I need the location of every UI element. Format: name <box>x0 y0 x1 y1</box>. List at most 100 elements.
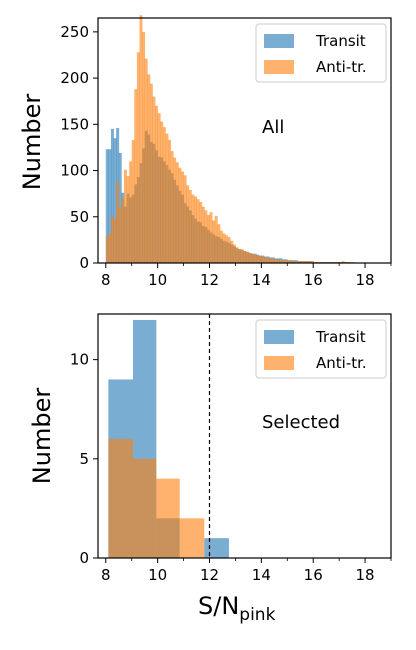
top-bar-antitr <box>243 250 247 263</box>
top-bar-antitr <box>222 233 226 263</box>
top-legend-label-antitr: Anti-tr. <box>316 58 367 76</box>
top-bar-antitr <box>292 261 296 263</box>
top-bar-antitr <box>196 199 200 263</box>
top-bar-antitr <box>302 261 306 263</box>
top-bar-antitr <box>289 260 293 263</box>
top-plot-frame <box>97 17 392 264</box>
top-bar-antitr <box>245 251 249 263</box>
top-bar-antitr <box>287 260 291 263</box>
top-bar-antitr <box>186 185 190 263</box>
top-legend: Transit Anti-tr. <box>255 23 387 83</box>
top-bar-antitr <box>144 58 148 264</box>
top-bar-antitr <box>178 167 182 263</box>
top-bar-antitr <box>256 255 260 263</box>
top-bar-antitr <box>310 261 314 263</box>
top-bar-antitr <box>212 220 216 263</box>
bottom-bar-antitr <box>133 458 157 558</box>
top-ytick-label: 50 <box>70 208 89 226</box>
bottom-ytick-label: 5 <box>79 450 89 468</box>
top-bar-antitr <box>253 254 257 263</box>
top-ytick-label: 250 <box>60 23 89 41</box>
bottom-xtick-label: 14 <box>252 566 271 584</box>
top-bar-antitr <box>284 260 288 263</box>
top-bar-antitr <box>238 249 242 263</box>
top-bar-antitr <box>116 181 120 263</box>
top-bar-antitr <box>136 52 140 264</box>
top-bar-antitr <box>266 257 270 263</box>
top-bar-antitr <box>113 218 117 263</box>
top-bar-antitr <box>225 235 229 263</box>
top-bar-antitr <box>219 230 223 263</box>
top-bar-antitr <box>193 196 197 263</box>
top-ytick-label: 150 <box>60 115 89 133</box>
top-bar-antitr <box>175 162 179 263</box>
top-xtick-label: 16 <box>304 271 323 289</box>
top-bar-antitr <box>147 74 151 264</box>
top-bar-antitr <box>155 105 159 263</box>
bottom-legend-swatch-antitr <box>264 356 294 370</box>
bottom-panel: 8 10 12 14 16 18 0 5 10 Number Selected Transit … <box>28 313 392 625</box>
top-legend-swatch-transit <box>264 34 294 48</box>
top-bar-antitr <box>134 89 138 263</box>
top-xtick-label: 10 <box>148 271 167 289</box>
top-bar-antitr <box>142 31 146 264</box>
top-bar-antitr <box>157 113 161 263</box>
top-bar-antitr <box>126 176 130 263</box>
top-bar-antitr <box>188 189 192 263</box>
top-bar-antitr <box>232 244 236 263</box>
bottom-xlabel: S/Npink <box>198 592 276 625</box>
bottom-ticks: 8 10 12 14 16 18 0 5 10 <box>70 351 392 584</box>
top-bar-antitr <box>183 175 187 263</box>
top-bar-antitr <box>214 215 218 263</box>
bottom-xtick-label: 18 <box>356 566 375 584</box>
top-bar-antitr <box>209 212 213 263</box>
bottom-legend-label-transit: Transit <box>315 328 366 346</box>
top-bar-antitr <box>131 140 135 263</box>
bottom-ytick-label: 0 <box>79 549 89 567</box>
top-bar-antitr <box>160 121 164 263</box>
top-bar-antitr <box>149 83 153 263</box>
top-xtick-label: 18 <box>356 271 375 289</box>
top-ytick-label: 100 <box>60 162 89 180</box>
bottom-bar-antitr <box>179 518 205 558</box>
bottom-xtick-label: 10 <box>148 566 167 584</box>
bottom-ytick-label: 10 <box>70 351 89 369</box>
bottom-legend-swatch-transit <box>264 330 294 344</box>
top-bar-antitr <box>269 258 273 263</box>
top-bar-antitr <box>305 261 309 263</box>
top-bar-antitr <box>129 161 133 263</box>
top-bar-transit <box>105 149 109 263</box>
top-bar-antitr <box>162 127 166 263</box>
bottom-annotation: Selected <box>262 412 340 433</box>
top-bar-antitr <box>263 257 267 263</box>
bottom-xtick-label: 12 <box>200 566 219 584</box>
top-bar-antitr <box>118 207 122 263</box>
bottom-ylabel: Number <box>28 388 56 485</box>
top-bar-antitr <box>250 253 254 263</box>
bottom-xtick-label: 8 <box>101 566 111 584</box>
top-legend-label-transit: Transit <box>315 32 366 50</box>
top-bar-antitr <box>110 216 114 263</box>
top-ticks: 8 10 12 14 16 18 0 50 100 150 200 250 <box>60 23 392 289</box>
bottom-xlabel-subscript: pink <box>239 605 275 625</box>
top-bar-transit <box>113 138 117 263</box>
top-bar-antitr <box>108 233 112 263</box>
top-bar-antitr <box>204 210 208 263</box>
bottom-bar-antitr <box>156 478 180 558</box>
top-bar-antitr <box>279 260 283 263</box>
top-bar-transit <box>110 128 114 263</box>
top-bar-antitr <box>121 198 125 263</box>
top-bar-antitr <box>227 237 231 263</box>
top-bar-antitr <box>248 252 252 263</box>
top-xtick-label: 8 <box>101 271 111 289</box>
bottom-bar-transit <box>204 538 229 558</box>
top-bar-antitr <box>295 261 299 263</box>
top-xtick-label: 14 <box>252 271 271 289</box>
top-bar-antitr <box>308 261 312 263</box>
top-bar-antitr <box>191 194 195 263</box>
top-bar-antitr <box>282 260 286 263</box>
bottom-bars <box>108 319 229 558</box>
top-bar-antitr <box>139 15 143 264</box>
top-bar-antitr <box>173 157 177 263</box>
top-bar-antitr <box>105 236 109 263</box>
